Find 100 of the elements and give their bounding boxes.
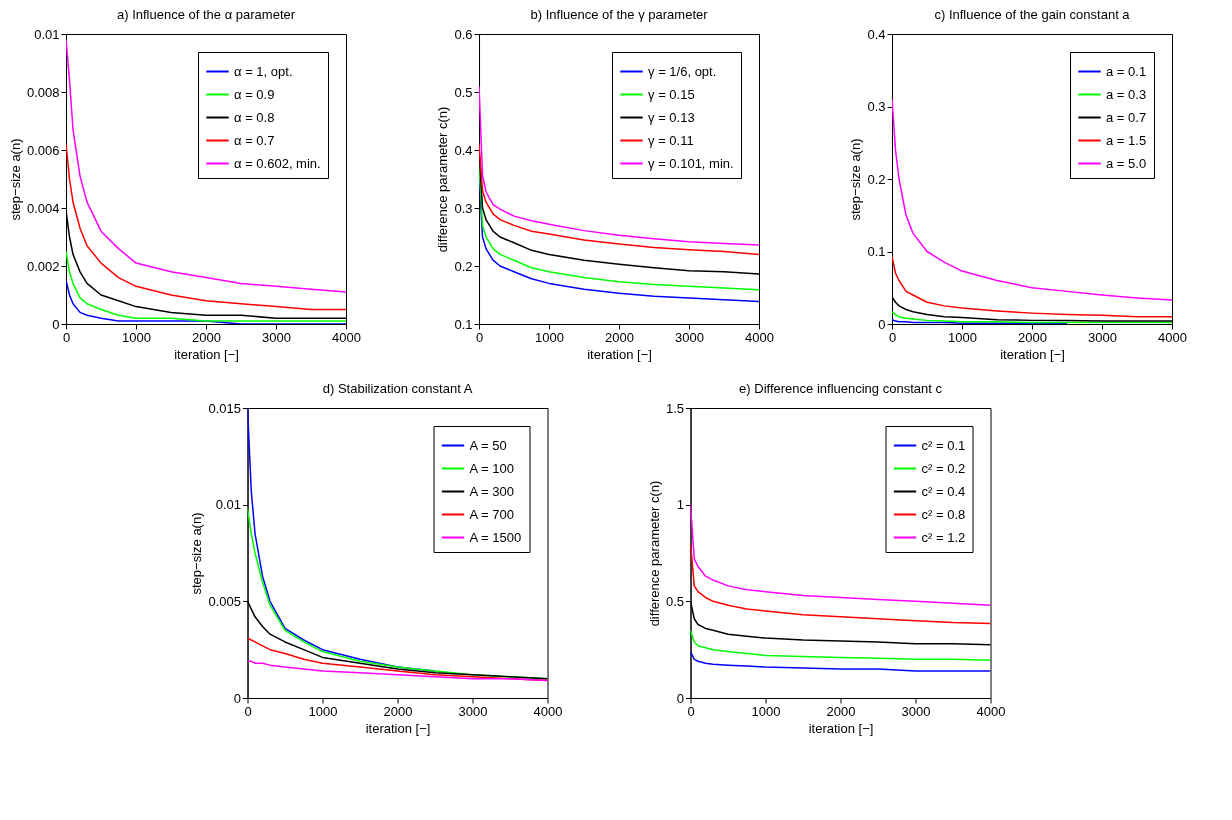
y-tick-label: 0.01 bbox=[34, 26, 60, 42]
x-tick-label: 1000 bbox=[535, 329, 564, 345]
y-tick-label: 0.004 bbox=[26, 200, 60, 216]
line-series bbox=[247, 660, 548, 682]
chart-title: d) Stabilization constant A bbox=[322, 381, 473, 396]
y-tick-label: 0.2 bbox=[454, 258, 473, 274]
x-tick-label: 4000 bbox=[533, 703, 563, 719]
x-tick-label: 0 bbox=[244, 703, 252, 719]
y-tick-label: 0.3 bbox=[454, 200, 473, 216]
y-tick-label: 0.5 bbox=[665, 593, 685, 609]
legend-label: a = 0.3 bbox=[1106, 86, 1147, 102]
y-tick-label: 0.2 bbox=[867, 171, 886, 187]
y-axis-title: step−size a(n) bbox=[189, 512, 205, 595]
x-tick-label: 3000 bbox=[901, 703, 931, 719]
x-tick-label: 2000 bbox=[192, 329, 221, 345]
x-axis-title: iteration [−] bbox=[365, 720, 431, 736]
chart-title: a) Influence of the α parameter bbox=[116, 7, 296, 22]
legend-label: A = 1500 bbox=[469, 529, 522, 545]
legend-label: α = 1, opt. bbox=[234, 63, 293, 79]
legend-label: γ = 1/6, opt. bbox=[648, 63, 717, 79]
x-tick-label: 4000 bbox=[1158, 329, 1187, 345]
x-tick-label: 0 bbox=[475, 329, 484, 345]
legend-label: γ = 0.101, min. bbox=[648, 155, 734, 171]
y-tick-label: 0 bbox=[233, 690, 242, 706]
x-tick-label: 2000 bbox=[605, 329, 634, 345]
y-tick-label: 1.5 bbox=[665, 400, 685, 416]
x-tick-label: 2000 bbox=[383, 703, 413, 719]
legend-label: c² = 1.2 bbox=[921, 529, 966, 545]
y-tick-label: 0.015 bbox=[208, 400, 242, 416]
line-series bbox=[892, 255, 1173, 318]
legend-label: A = 300 bbox=[469, 483, 514, 499]
x-tick-label: 4000 bbox=[332, 329, 361, 345]
line-series bbox=[892, 310, 1173, 324]
line-series bbox=[66, 279, 347, 324]
x-axis-title: iteration [−] bbox=[808, 720, 874, 736]
legend-label: c² = 0.8 bbox=[921, 506, 966, 522]
y-tick-label: 0.01 bbox=[215, 497, 242, 513]
line-series bbox=[892, 98, 1173, 301]
y-axis-title: difference parameter c(n) bbox=[435, 106, 451, 253]
legend-label: A = 100 bbox=[469, 460, 514, 476]
y-tick-label: 0.008 bbox=[26, 84, 60, 100]
y-tick-label: 1 bbox=[676, 497, 685, 513]
y-axis-title: step−size a(n) bbox=[7, 138, 23, 221]
legend-label: γ = 0.11 bbox=[648, 132, 694, 148]
chart-title: c) Influence of the gain constant a bbox=[934, 7, 1131, 22]
y-tick-label: 0.1 bbox=[867, 244, 886, 259]
y-tick-label: 0.5 bbox=[454, 84, 473, 100]
x-tick-label: 0 bbox=[62, 329, 71, 345]
y-tick-label: 0.005 bbox=[208, 593, 242, 609]
x-tick-label: 3000 bbox=[1088, 329, 1117, 345]
line-series bbox=[690, 650, 991, 672]
y-tick-label: 0.1 bbox=[454, 316, 473, 332]
x-tick-label: 1000 bbox=[948, 329, 977, 345]
legend-label: c² = 0.2 bbox=[921, 460, 966, 476]
x-tick-label: 2000 bbox=[1018, 329, 1047, 345]
legend-label: γ = 0.15 bbox=[648, 86, 695, 102]
y-tick-label: 0 bbox=[52, 316, 60, 332]
y-tick-label: 0.4 bbox=[867, 26, 886, 42]
y-axis-title: step−size a(n) bbox=[848, 138, 864, 221]
x-tick-label: 3000 bbox=[262, 329, 291, 345]
legend-label: a = 1.5 bbox=[1106, 132, 1147, 148]
line-series bbox=[66, 39, 347, 293]
y-axis-title: difference parameter c(n) bbox=[646, 480, 662, 627]
legend-label: α = 0.8 bbox=[234, 109, 275, 125]
y-tick-label: 0.006 bbox=[26, 142, 60, 158]
x-tick-label: 1000 bbox=[122, 329, 151, 345]
legend-label: α = 0.602, min. bbox=[234, 155, 321, 171]
legend-label: γ = 0.13 bbox=[648, 109, 695, 125]
x-tick-label: 4000 bbox=[976, 703, 1006, 719]
x-tick-label: 0 bbox=[687, 703, 695, 719]
x-tick-label: 2000 bbox=[826, 703, 856, 719]
x-axis-title: iteration [−] bbox=[1000, 346, 1065, 362]
y-tick-label: 0 bbox=[676, 690, 685, 706]
line-series bbox=[66, 250, 347, 322]
line-series bbox=[690, 629, 991, 662]
chart-title: b) Influence of the γ parameter bbox=[530, 7, 709, 22]
legend-label: a = 5.0 bbox=[1106, 155, 1147, 171]
line-series bbox=[66, 143, 347, 311]
legend-label: α = 0.7 bbox=[234, 132, 275, 148]
x-tick-label: 1000 bbox=[751, 703, 781, 719]
y-tick-label: 0.4 bbox=[454, 142, 473, 158]
chart-title: e) Difference influencing constant c bbox=[739, 381, 943, 396]
x-tick-label: 0 bbox=[888, 329, 897, 345]
y-tick-label: 0.3 bbox=[867, 99, 886, 114]
y-tick-label: 0.002 bbox=[26, 258, 60, 274]
legend-label: A = 50 bbox=[469, 437, 507, 453]
x-axis-title: iteration [−] bbox=[587, 346, 652, 362]
legend-label: a = 0.7 bbox=[1106, 109, 1147, 125]
line-series bbox=[479, 85, 760, 246]
legend-label: c² = 0.4 bbox=[921, 483, 966, 499]
x-tick-label: 4000 bbox=[745, 329, 774, 345]
x-axis-title: iteration [−] bbox=[174, 346, 239, 362]
y-tick-label: 0 bbox=[878, 316, 886, 332]
legend-label: a = 0.1 bbox=[1106, 63, 1147, 79]
x-tick-label: 3000 bbox=[458, 703, 488, 719]
legend-label: A = 700 bbox=[469, 506, 514, 522]
legend-label: α = 0.9 bbox=[234, 86, 275, 102]
x-tick-label: 3000 bbox=[675, 329, 704, 345]
x-tick-label: 1000 bbox=[308, 703, 338, 719]
y-tick-label: 0.6 bbox=[454, 26, 473, 42]
